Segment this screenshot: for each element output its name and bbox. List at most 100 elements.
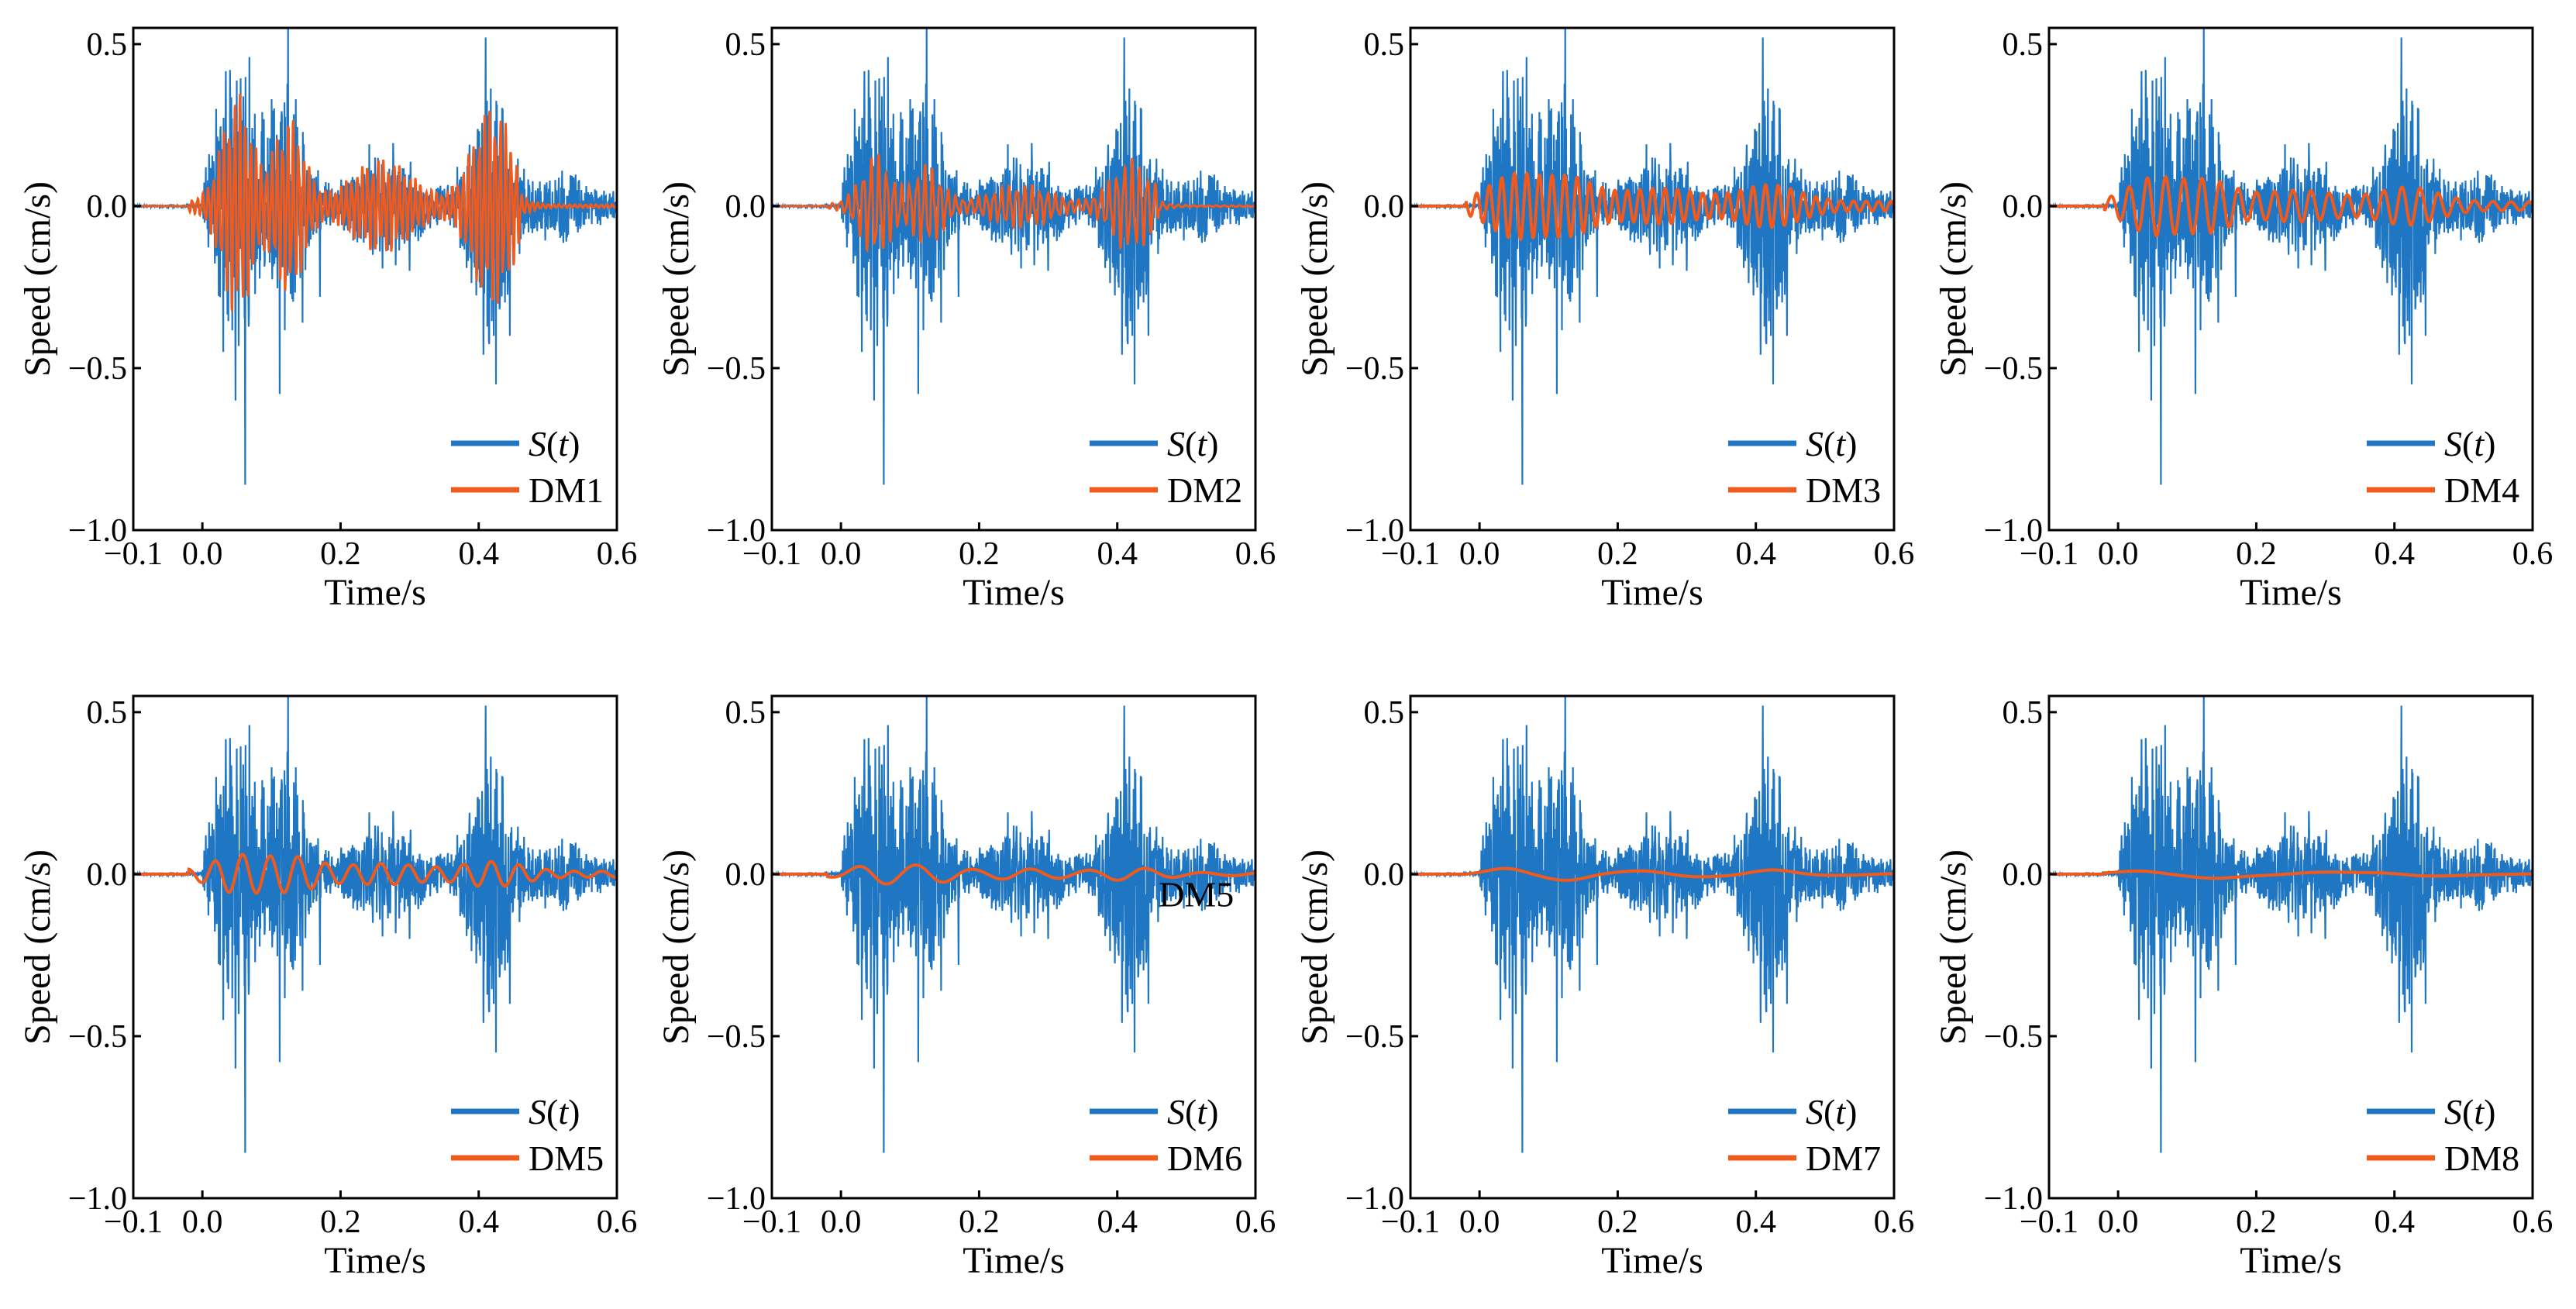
x-tick-label: 0.2 [1597,1204,1638,1240]
annotation-text: DM5 [1159,875,1234,915]
x-tick-label: 0.4 [2374,1204,2415,1240]
legend-label-mode: DM2 [1167,470,1242,510]
x-tick-label: 0.6 [597,536,638,572]
plot-frame [132,694,618,1200]
x-tick-label: 0.4 [458,1204,499,1240]
plot-frame [132,26,618,532]
y-tick-label: 0.5 [1364,695,1405,731]
y-tick-label: 0.5 [2003,27,2044,63]
x-axis-title: Time/s [324,1240,426,1281]
y-tick-label: 0.5 [87,695,128,731]
x-tick-label: 0.2 [320,536,361,572]
x-tick-label: −0.1 [2020,1204,2078,1240]
y-tick-label: 0.0 [87,189,128,225]
x-tick-label: 0.6 [1874,1204,1915,1240]
y-tick-label: −1.0 [1345,513,1404,549]
x-tick-label: 0.4 [1097,1204,1138,1240]
legend-label-mode: DM7 [1806,1138,1881,1178]
legend-label-mode: DM3 [1806,470,1881,510]
plot-frame [1409,694,1896,1200]
x-axis-title: Time/s [963,572,1065,613]
y-tick-label: −0.5 [1345,351,1404,387]
legend-label-signal: S(t) [2444,1092,2495,1132]
x-tick-label: 0.6 [2512,1204,2554,1240]
x-axis-title: Time/s [1601,1240,1703,1281]
legend-label-mode: DM5 [529,1138,604,1178]
y-tick-label: 0.5 [725,27,766,63]
y-tick-label: 0.0 [1364,857,1405,893]
series-mode-line [1410,171,1894,242]
x-tick-label: 0.6 [1235,1204,1276,1240]
x-tick-label: 0.6 [2512,536,2554,572]
series-signal-line [1410,696,1894,1153]
x-tick-label: 0.2 [2236,536,2277,572]
plot-frame [2047,26,2534,532]
y-axis-title: Speed (cm/s) [17,181,58,377]
series-mode-line [772,863,1255,886]
x-tick-label: −0.1 [742,1204,801,1240]
y-tick-label: 0.0 [87,857,128,893]
x-axis-title: Time/s [324,572,426,613]
x-axis-title: Time/s [2240,572,2342,613]
series-signal-line [133,696,617,1153]
y-axis-title: Speed (cm/s) [17,849,58,1045]
y-tick-label: 0.5 [725,695,766,731]
x-tick-label: 0.0 [821,536,862,572]
x-tick-label: 0.4 [1735,1204,1776,1240]
panel-dm8: −0.1 0.0 0.2 0.4 0.6 0.5 0.0 −0.5 −1.0 Time/s Spee… [1933,694,2554,1281]
legend-label-mode: DM4 [2444,470,2519,510]
y-axis-title: Speed (cm/s) [1294,849,1335,1045]
legend-label-signal: S(t) [1806,1092,1857,1132]
x-tick-label: 0.0 [1459,536,1500,572]
legend-label-signal: S(t) [2444,424,2495,463]
legend-label-signal: S(t) [529,1092,580,1132]
y-tick-label: −1.0 [1984,513,2043,549]
x-tick-label: −0.1 [104,1204,163,1240]
x-tick-label: 0.4 [1735,536,1776,572]
x-tick-label: 0.0 [821,1204,862,1240]
y-tick-label: 0.0 [2003,857,2044,893]
y-tick-label: −0.5 [68,351,127,387]
x-tick-label: 0.0 [1459,1204,1500,1240]
x-tick-label: 0.4 [458,536,499,572]
legend-label-mode: DM6 [1167,1138,1242,1178]
y-axis-title: Speed (cm/s) [1933,849,1974,1045]
y-tick-label: −1.0 [68,1181,127,1217]
panel-dm5: −0.1 0.0 0.2 0.4 0.6 0.5 0.0 −0.5 −1.0 Time/s Spee… [17,694,637,1281]
legend-label-mode: DM8 [2444,1138,2519,1178]
x-axis-title: Time/s [2240,1240,2342,1281]
series-signal-line [772,28,1255,485]
series-mode-line [2049,869,2533,880]
panel-dm3: −0.1 0.0 0.2 0.4 0.6 0.5 0.0 −0.5 −1.0 Time/s Spee… [1294,26,1914,613]
series-mode-line [133,853,617,895]
x-tick-label: −0.1 [1381,536,1440,572]
series-signal-line [2049,696,2533,1153]
legend-label-signal: S(t) [1806,424,1857,463]
series-signal-line [1410,28,1894,485]
plot-frame [770,26,1257,532]
y-tick-label: −0.5 [68,1019,127,1055]
x-tick-label: 0.4 [2374,536,2415,572]
y-tick-label: −1.0 [1984,1181,2043,1217]
y-tick-label: 0.5 [2003,695,2044,731]
x-tick-label: 0.0 [2098,1204,2139,1240]
legend-label-mode: DM1 [529,470,604,510]
y-tick-label: 0.5 [87,27,128,63]
series-signal-line [2049,28,2533,485]
x-tick-label: 0.2 [959,1204,1000,1240]
y-tick-label: 0.0 [725,189,766,225]
series-mode-line [2049,175,2533,238]
y-tick-label: 0.5 [1364,27,1405,63]
y-tick-label: −0.5 [1984,1019,2043,1055]
y-axis-title: Speed (cm/s) [656,849,697,1045]
y-axis-title: Speed (cm/s) [1294,181,1335,377]
series-signal-line [133,28,617,485]
plot-frame [1409,26,1896,532]
panel-dm7: −0.1 0.0 0.2 0.4 0.6 0.5 0.0 −0.5 −1.0 Time/s Spee… [1294,694,1915,1281]
y-tick-label: 0.0 [2003,189,2044,225]
x-tick-label: 0.6 [1235,536,1276,572]
y-tick-label: −1.0 [707,1181,766,1217]
x-tick-label: −0.1 [104,536,163,572]
y-tick-label: −0.5 [707,1019,766,1055]
